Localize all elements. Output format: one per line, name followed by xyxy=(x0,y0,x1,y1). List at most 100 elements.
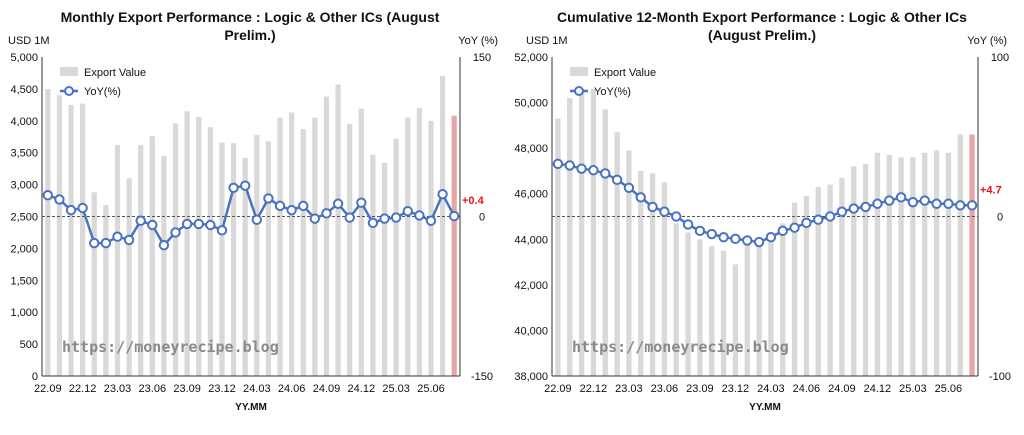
bar-22.11 xyxy=(68,104,74,376)
bar-25.08 xyxy=(969,134,975,376)
yoy-point-23.02 xyxy=(100,237,112,249)
bar-23.04 xyxy=(638,170,644,376)
yoy-point-23.04 xyxy=(123,234,135,246)
bar-24.12 xyxy=(358,108,364,376)
yoy-point-23.11 xyxy=(718,232,729,243)
left-tick-label: 1,000 xyxy=(10,307,38,319)
x-tick-label: 24.03 xyxy=(757,383,785,395)
bar-22.12 xyxy=(80,103,86,376)
bar-25.03 xyxy=(910,157,916,376)
monthly-export-chart: Monthly Export Performance : Logic & Oth… xyxy=(8,9,498,413)
bar-24.07 xyxy=(815,186,821,376)
left-tick-label: 50,000 xyxy=(514,98,548,110)
bar-22.10 xyxy=(567,98,573,376)
yoy-point-24.04 xyxy=(263,193,274,204)
bar-23.07 xyxy=(673,223,679,376)
yoy-point-24.08 xyxy=(309,213,321,224)
x-tick-label: 25.03 xyxy=(899,383,927,395)
yoy-point-23.08 xyxy=(170,227,181,238)
bar-24.12 xyxy=(874,152,881,376)
bar-24.03 xyxy=(768,232,774,376)
left-tick-label: 2,000 xyxy=(10,243,38,255)
bar-23.06 xyxy=(661,182,668,376)
left-tick-label: 3,500 xyxy=(10,148,38,160)
bar-23.02 xyxy=(614,132,620,376)
yoy-point-23.07 xyxy=(671,211,682,222)
yoy-point-23.10 xyxy=(706,228,717,240)
bar-23.11 xyxy=(720,250,727,376)
bar-22.10 xyxy=(56,95,63,376)
left-tick-label: 500 xyxy=(20,339,38,351)
bar-25.01 xyxy=(370,154,376,376)
bar-23.03 xyxy=(626,150,632,376)
left-tick-label: 38,000 xyxy=(514,371,548,383)
x-tick-label: 23.09 xyxy=(173,383,201,395)
yoy-point-25.06 xyxy=(425,215,437,226)
bar-22.09 xyxy=(555,118,561,377)
bar-24.08 xyxy=(312,117,318,377)
bar-23.07 xyxy=(161,155,167,376)
bar-23.12 xyxy=(732,264,739,376)
yoy-point-24.10 xyxy=(332,198,344,209)
bar-23.09 xyxy=(697,239,703,376)
yoy-point-24.03 xyxy=(765,232,777,243)
watermark-text: https://moneyrecipe.blog xyxy=(572,338,789,356)
bar-24.06 xyxy=(289,112,295,377)
bar-25.02 xyxy=(898,157,904,376)
yoy-point-24.02 xyxy=(239,180,251,191)
bar-23.08 xyxy=(685,232,691,376)
yoy-point-23.08 xyxy=(682,219,694,230)
yoy-point-22.11 xyxy=(576,163,587,174)
bar-24.07 xyxy=(300,129,306,376)
bar-23.10 xyxy=(196,116,202,377)
bar-25.05 xyxy=(416,108,422,376)
legend-bar-label: Export Value xyxy=(84,67,146,79)
yoy-point-24.07 xyxy=(298,200,309,212)
bar-25.01 xyxy=(886,154,892,376)
left-tick-label: 42,000 xyxy=(514,280,548,292)
yoy-point-23.06 xyxy=(147,219,158,231)
left-axis-unit: USD 1M xyxy=(8,35,50,47)
bar-24.02 xyxy=(756,239,762,376)
yoy-point-22.11 xyxy=(65,204,77,216)
legend-bar-label: Export Value xyxy=(594,67,656,79)
x-tick-label: 22.09 xyxy=(34,383,62,395)
bar-25.04 xyxy=(405,117,411,377)
left-tick-label: 48,000 xyxy=(514,143,548,155)
bar-23.02 xyxy=(103,205,109,376)
yoy-point-24.11 xyxy=(344,212,355,223)
bar-23.04 xyxy=(126,178,132,376)
x-tick-label: 23.03 xyxy=(615,383,643,395)
left-tick-label: 0 xyxy=(32,371,38,383)
left-tick-label: 40,000 xyxy=(514,325,548,337)
left-tick-label: 4,000 xyxy=(10,116,38,128)
x-tick-label: 22.12 xyxy=(69,383,97,395)
yoy-point-23.06 xyxy=(659,206,670,217)
right-tick-label: -100 xyxy=(989,371,1011,383)
legend-line-label: YoY(%) xyxy=(84,86,121,98)
yoy-point-24.11 xyxy=(860,201,871,213)
bar-22.09 xyxy=(45,88,51,377)
yoy-point-23.10 xyxy=(193,218,204,230)
yoy-point-23.01 xyxy=(89,237,100,249)
bar-25.07 xyxy=(957,134,963,376)
bar-23.03 xyxy=(114,145,121,376)
bar-25.06 xyxy=(945,152,952,376)
yoy-point-23.05 xyxy=(647,201,658,213)
yoy-point-25.07 xyxy=(955,200,966,211)
yoy-point-24.07 xyxy=(813,214,824,225)
x-tick-label: 23.12 xyxy=(722,383,750,395)
yoy-point-23.12 xyxy=(216,225,228,236)
yoy-point-25.07 xyxy=(437,188,448,200)
right-tick-label: 100 xyxy=(991,52,1009,64)
yoy-point-25.06 xyxy=(943,198,954,209)
yoy-point-24.01 xyxy=(742,235,753,246)
bar-24.10 xyxy=(851,166,857,376)
x-axis-label: YY.MM xyxy=(235,402,267,413)
legend-line-marker xyxy=(64,86,74,96)
bar-25.03 xyxy=(393,138,399,376)
x-tick-label: 24.06 xyxy=(278,383,306,395)
yoy-point-22.09 xyxy=(552,158,564,170)
x-tick-label: 24.12 xyxy=(348,383,376,395)
